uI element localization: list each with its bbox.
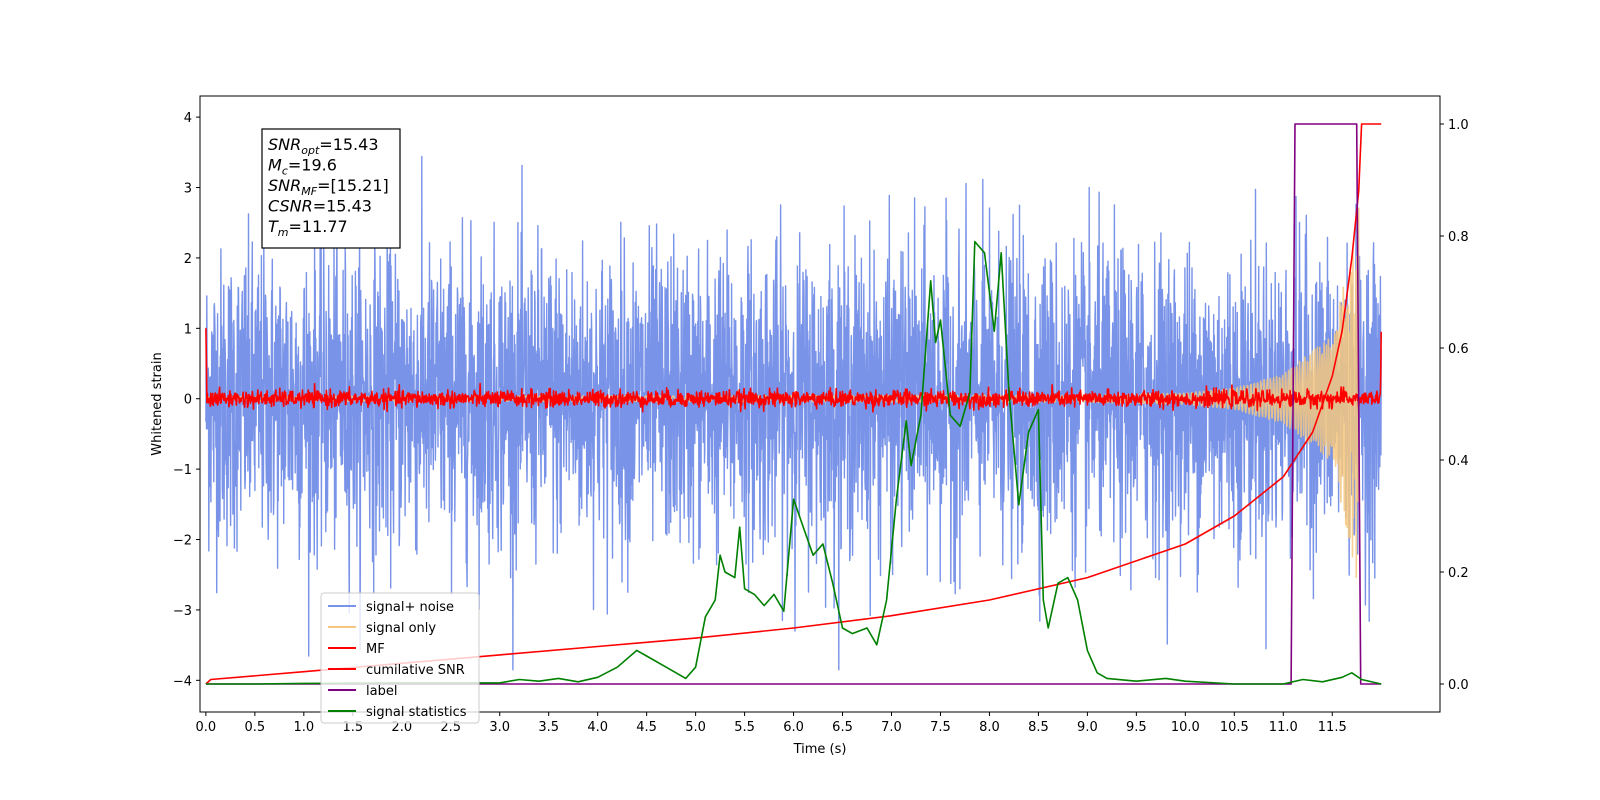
x-tick-label: 8.0 (979, 720, 1000, 735)
legend-label: label (366, 684, 397, 699)
x-tick-label: 6.0 (783, 720, 804, 735)
legend-label: signal statistics (366, 705, 467, 720)
x-tick-label: 8.5 (1028, 720, 1049, 735)
x-tick-label: 3.0 (489, 720, 510, 735)
x-tick-label: 4.0 (587, 720, 608, 735)
legend-frame (320, 592, 480, 724)
y-axis-label: Whitened strain (150, 352, 165, 455)
x-tick-label: 2.5 (440, 720, 461, 735)
annotation-line: CSNR=15.43 (268, 197, 372, 216)
y-tick-label: 3 (184, 182, 192, 197)
y-tick-label: −3 (173, 604, 192, 619)
plot-frame (199, 95, 1441, 713)
x-tick-label: 7.5 (930, 720, 951, 735)
x-axis: 0.0 0.5 1.0 1.5 2.0 2.5 3.0 3.5 4.0 4.5 5.0 5.5 6.0 6… (196, 712, 1347, 735)
x-tick-label: 10.0 (1171, 720, 1200, 735)
x-tick-label: 10.5 (1220, 720, 1249, 735)
annotation-box: SNRopt=15.43Mc=19.6SNRMF=[15.21]CSNR=15.… (261, 128, 401, 249)
y-tick-label: −4 (173, 674, 192, 689)
x-tick-label: 0.5 (245, 720, 266, 735)
y-tick-label: 4 (184, 111, 192, 126)
annotation-frame (261, 128, 401, 249)
y2-tick-label: 1.0 (1448, 118, 1469, 133)
x-tick-label: 11.0 (1269, 720, 1298, 735)
legend-label: signal only (366, 621, 436, 636)
y2-tick-label: 0.8 (1448, 230, 1469, 245)
y-tick-label: 2 (184, 252, 192, 267)
y-tick-label: −2 (173, 534, 192, 549)
legend-label: MF (366, 642, 385, 657)
y2-tick-label: 0.6 (1448, 342, 1469, 357)
x-tick-label: 1.5 (342, 720, 363, 735)
series-signal-statistics (205, 240, 1382, 685)
y-tick-label: 0 (184, 393, 192, 408)
x-tick-label: 6.5 (832, 720, 853, 735)
x-tick-label: 1.0 (293, 720, 314, 735)
x-tick-label: 5.0 (685, 720, 706, 735)
annotation-line: SNRopt=15.43 (268, 135, 379, 157)
y2-tick-label: 0.0 (1448, 678, 1469, 693)
x-tick-label: 3.5 (538, 720, 559, 735)
x-tick-label: 7.0 (881, 720, 902, 735)
legend-label: cumilative SNR (366, 663, 465, 678)
x-tick-label: 5.5 (734, 720, 755, 735)
legend-label: signal+ noise (366, 600, 454, 615)
y-tick-label: 1 (184, 322, 192, 337)
y-axis-left: −4 −3 −2 −1 0 1 2 3 4 (173, 111, 200, 689)
series-mf (205, 328, 1382, 413)
x-tick-label: 9.0 (1077, 720, 1098, 735)
x-tick-label: 2.0 (391, 720, 412, 735)
annotation-line: Tm=11.77 (268, 217, 348, 239)
series-label (205, 123, 1382, 685)
y2-tick-label: 0.2 (1448, 566, 1469, 581)
x-tick-label: 9.5 (1126, 720, 1147, 735)
annotation-line: Mc=19.6 (268, 156, 337, 178)
y-tick-label: −1 (173, 463, 192, 478)
annotation-line: SNRMF=[15.21] (268, 176, 389, 198)
legend: signal+ noise signal only MF cumilative SNR… (320, 592, 480, 724)
y-axis-right: 0.0 0.2 0.4 0.6 0.8 1.0 (1440, 118, 1469, 693)
x-axis-label: Time (s) (793, 742, 847, 757)
x-tick-label: 4.5 (636, 720, 657, 735)
y2-tick-label: 0.4 (1448, 454, 1469, 469)
x-tick-label: 0.0 (196, 720, 217, 735)
x-tick-label: 11.5 (1318, 720, 1347, 735)
